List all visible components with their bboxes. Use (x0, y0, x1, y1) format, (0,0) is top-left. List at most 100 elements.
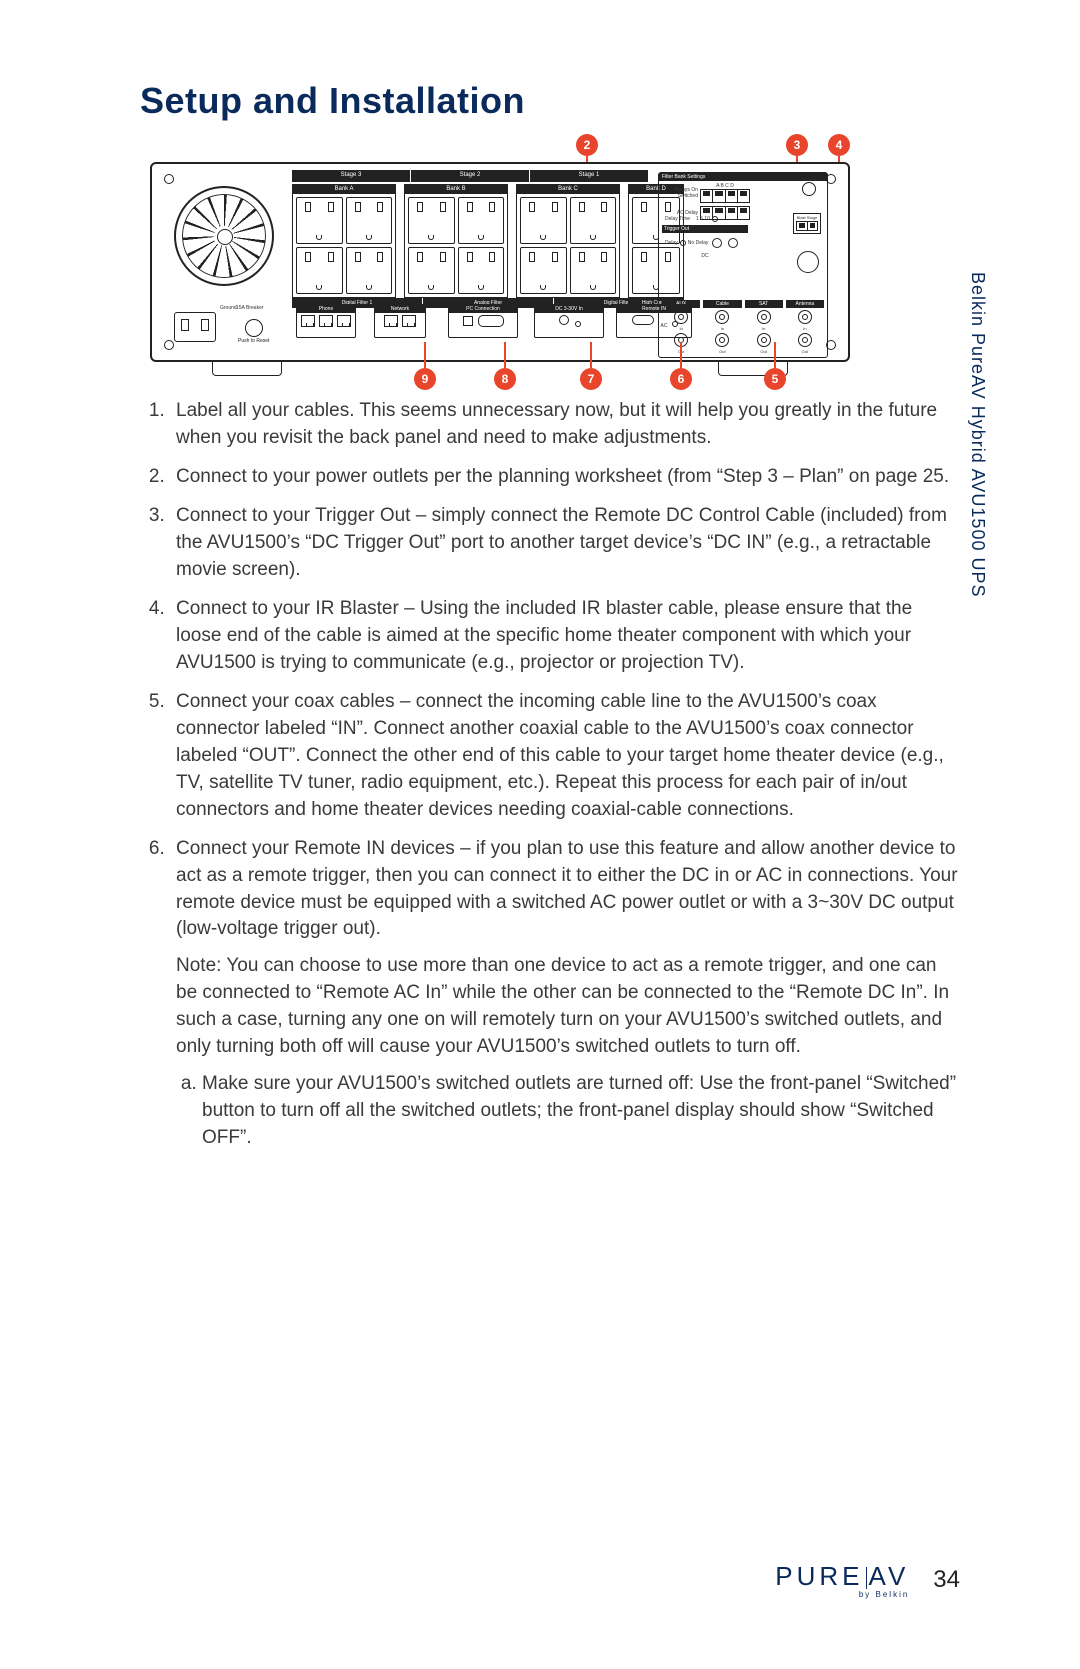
breaker-label: 15A Breaker (236, 305, 264, 311)
step-4: Connect to your IR Blaster – Using the i… (170, 596, 960, 677)
ac-label: AC (661, 323, 668, 329)
dc-jack-icon (712, 238, 722, 248)
step-6-note: Note: You can choose to use more than on… (176, 953, 960, 1061)
led-icon (712, 216, 718, 222)
ports-row: Phone Network PC Connection DC 3-30V In (282, 304, 648, 350)
network-ports: Network (374, 304, 426, 338)
bank-label: Bank A (293, 185, 395, 194)
ac-receptacle-icon (632, 315, 654, 325)
page-number: 34 (933, 1566, 960, 1594)
rj-icon (319, 315, 333, 327)
rj-icon (337, 315, 351, 327)
ground-label: Ground (220, 305, 237, 311)
dc12-label: DC 3-30V In (535, 305, 603, 313)
foot-icon (212, 362, 282, 376)
callout-7: 7 (580, 368, 602, 390)
led-icon (672, 321, 678, 327)
step-2: Connect to your power outlets per the pl… (170, 464, 960, 491)
fan-icon (174, 186, 274, 286)
breaker-right-label: Breaker (797, 177, 821, 182)
power-inlet-icon (174, 312, 216, 342)
screw-icon (164, 174, 174, 184)
logo-right: AV (869, 1561, 910, 1591)
delay-time-label: Delay Time (665, 216, 690, 222)
coax-icon (798, 333, 812, 347)
page-footer: PUREAV by Belkin 34 (775, 1561, 960, 1599)
side-tab: Belkin PureAV Hybrid AVU1500 UPS (967, 272, 988, 597)
coax-label: SAT (745, 300, 783, 308)
callout-2: 2 (576, 134, 598, 156)
pc-label: PC Connection (449, 305, 517, 313)
logo-sub: by Belkin (775, 1590, 909, 1599)
usb-icon (463, 316, 473, 326)
coax-icon (715, 333, 729, 347)
led-icon (680, 240, 686, 246)
switched-label: Switched (678, 193, 698, 199)
step-1: Label all your cables. This seems unnece… (170, 398, 960, 452)
rj-icon (402, 315, 416, 327)
pureav-logo: PUREAV by Belkin (775, 1561, 909, 1599)
remote-label: Remote IN (617, 305, 691, 313)
coax-icon (757, 310, 771, 324)
dc-jack-icon (559, 315, 569, 325)
settings-header: Filter Bank Settings (662, 174, 705, 180)
knob-icon (797, 251, 819, 273)
sec-label: 1 5 10 (696, 216, 710, 222)
rj-icon (384, 315, 398, 327)
page-title: Setup and Installation (140, 80, 960, 122)
stage-label: Stage 2 (411, 170, 530, 182)
outlet-bank-a: Bank A (292, 184, 396, 298)
dc-jack-icon (728, 238, 738, 248)
dip-switch-icon (796, 221, 818, 231)
phone-label: Phone (297, 305, 355, 313)
coax-icon (757, 333, 771, 347)
dc-label: DC (662, 253, 748, 259)
in-label: In (745, 326, 783, 331)
screw-icon (164, 340, 174, 350)
dc-in-port: DC 3-30V In (534, 304, 604, 338)
rj-icon (301, 315, 315, 327)
bank-label: Bank C (517, 185, 619, 194)
back-panel-diagram: 2 3 4 Ground 15A Breaker Push to Reset S… (150, 162, 850, 362)
delay-label: Delay (665, 240, 678, 246)
step-5: Connect your coax cables – connect the i… (170, 689, 960, 824)
step-6: Connect your Remote IN devices – if you … (170, 836, 960, 1153)
stage-header: Stage 3 Stage 2 Stage 1 (292, 170, 648, 182)
step-6-text: Connect your Remote IN devices – if you … (176, 838, 958, 940)
callout-6: 6 (670, 368, 692, 390)
outlet-bank-c: Bank C (516, 184, 620, 298)
coax-icon (798, 310, 812, 324)
breaker-right: Breaker (797, 177, 821, 196)
in-label: In (703, 326, 741, 331)
blast-label: Blast Stage (795, 215, 819, 220)
pc-connection-ports: PC Connection (448, 304, 518, 338)
stage-label: Stage 3 (292, 170, 411, 182)
callout-9: 9 (414, 368, 436, 390)
callout-8: 8 (494, 368, 516, 390)
in-label: In (786, 326, 824, 331)
callout-5: 5 (764, 368, 786, 390)
bank-label: Bank B (405, 185, 507, 194)
trigger-out-label: Trigger Out (662, 225, 748, 233)
breaker-icon: Push to Reset (238, 319, 269, 344)
step-6a: Make sure your AVU1500’s switched outlet… (202, 1071, 960, 1152)
callout-4: 4 (828, 134, 850, 156)
network-label: Network (375, 305, 425, 313)
logo-left: PURE (775, 1561, 863, 1591)
out-label: Out (786, 349, 824, 354)
device-chassis: Ground 15A Breaker Push to Reset Stage 3… (150, 162, 850, 362)
led-icon (575, 321, 581, 327)
dip-switch-icon (700, 189, 750, 203)
remote-in-ports: Remote IN AC (616, 304, 692, 338)
serial-icon (478, 315, 504, 327)
coax-label: Antenna (786, 300, 824, 308)
step-3: Connect to your Trigger Out – simply con… (170, 503, 960, 584)
coax-label: Cable (703, 300, 741, 308)
out-label: Out (703, 349, 741, 354)
step-6-sublist: Make sure your AVU1500’s switched outlet… (176, 1071, 960, 1152)
coax-icon (715, 310, 729, 324)
phone-ports: Phone (296, 304, 356, 338)
instruction-list: Label all your cables. This seems unnece… (140, 398, 960, 1152)
stage-label: Stage 1 (530, 170, 648, 182)
out-label: Out (745, 349, 783, 354)
